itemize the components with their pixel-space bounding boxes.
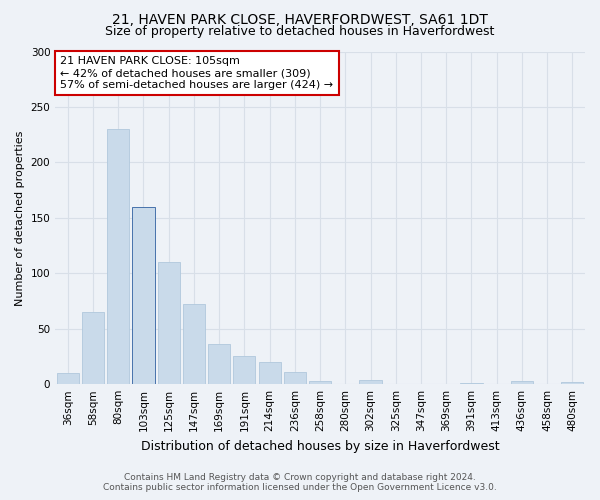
Bar (233, 356, 256, 384)
Bar (56, 373, 79, 384)
Bar (561, 382, 583, 384)
Text: Size of property relative to detached houses in Haverfordwest: Size of property relative to detached ho… (106, 25, 494, 38)
Bar (359, 380, 382, 384)
Bar (460, 383, 482, 384)
Bar (259, 362, 281, 384)
Text: 21, HAVEN PARK CLOSE, HAVERFORDWEST, SA61 1DT: 21, HAVEN PARK CLOSE, HAVERFORDWEST, SA6… (112, 12, 488, 26)
Bar (208, 344, 230, 384)
Bar (133, 207, 155, 384)
Bar (511, 381, 533, 384)
Y-axis label: Number of detached properties: Number of detached properties (15, 130, 25, 306)
Text: Contains HM Land Registry data © Crown copyright and database right 2024.
Contai: Contains HM Land Registry data © Crown c… (103, 473, 497, 492)
Bar (183, 304, 205, 384)
Bar (158, 262, 180, 384)
X-axis label: Distribution of detached houses by size in Haverfordwest: Distribution of detached houses by size … (141, 440, 499, 452)
Bar (107, 129, 130, 384)
Bar (309, 381, 331, 384)
Text: 21 HAVEN PARK CLOSE: 105sqm
← 42% of detached houses are smaller (309)
57% of se: 21 HAVEN PARK CLOSE: 105sqm ← 42% of det… (61, 56, 334, 90)
Bar (82, 312, 104, 384)
Bar (284, 372, 306, 384)
